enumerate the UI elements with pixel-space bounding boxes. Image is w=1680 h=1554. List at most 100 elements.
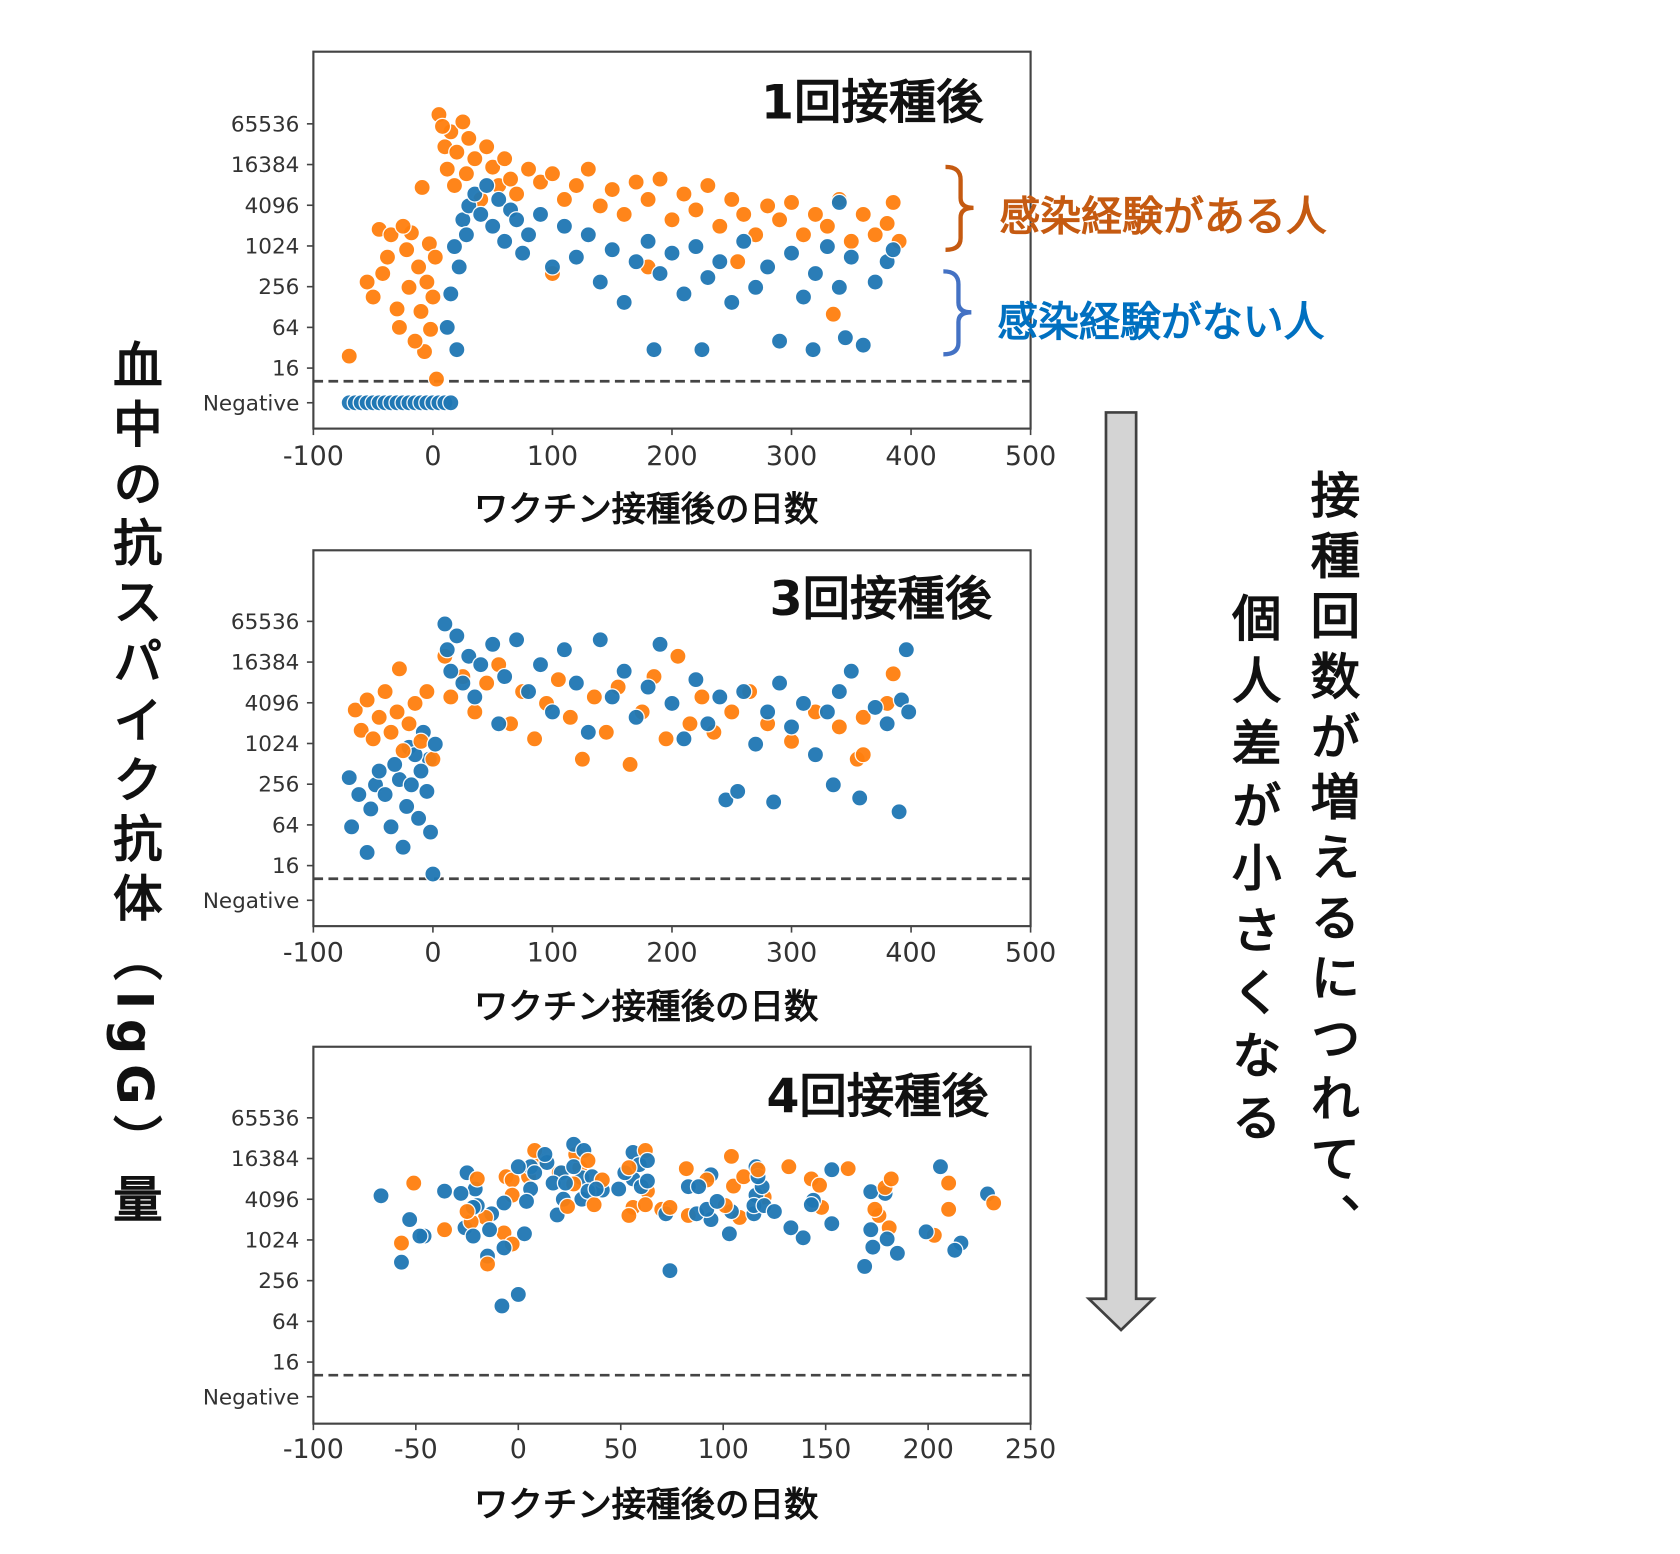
infected-point <box>657 730 675 748</box>
uninfected-point <box>866 273 884 291</box>
y-tick-label: 64 <box>272 1310 299 1335</box>
infected-point <box>466 703 484 721</box>
uninfected-point <box>454 674 472 692</box>
infected-point <box>711 217 729 235</box>
uninfected-point <box>794 694 813 713</box>
uninfected-point <box>392 1253 411 1271</box>
trend-text-line2: 個人差が小さくなる <box>1224 592 1283 1155</box>
uninfected-point <box>663 694 681 713</box>
infected-point <box>397 241 416 259</box>
infected-point <box>884 665 902 683</box>
infected-point <box>374 264 392 283</box>
uninfected-point <box>804 340 822 359</box>
infected-brace-icon <box>945 164 974 252</box>
infected-point <box>591 197 609 215</box>
infected-point <box>627 173 645 191</box>
infected-point <box>677 1159 696 1178</box>
infected-point <box>882 1170 900 1188</box>
uninfected-point <box>342 818 361 836</box>
uninfected-point <box>884 241 902 259</box>
uninfected-point <box>411 1227 429 1245</box>
uninfected-point <box>645 340 663 359</box>
y-tick-label: Negative <box>203 1385 300 1410</box>
uninfected-point <box>442 662 460 680</box>
uninfected-point <box>472 205 490 224</box>
panel-1-dose: 1回接種後 ワクチン接種後の日数 65536 16384 4096 1024 256 64… <box>203 50 1056 530</box>
uninfected-point <box>397 797 416 816</box>
panel-title: 3回接種後 <box>770 572 993 627</box>
uninfected-point <box>638 1172 657 1190</box>
x-tick-label: 100 <box>698 1434 749 1465</box>
uninfected-point <box>435 1182 454 1200</box>
uninfected-point <box>409 809 428 828</box>
uninfected-point <box>402 776 421 794</box>
x-tick-label: 100 <box>527 441 578 472</box>
infected-point <box>984 1194 1003 1212</box>
infected-point <box>675 185 693 203</box>
uninfected-point <box>864 1238 882 1256</box>
uninfected-point <box>854 336 872 354</box>
uninfected-point <box>477 176 496 195</box>
infected-point <box>412 302 430 321</box>
infected-point <box>734 205 753 224</box>
uninfected-point <box>717 791 735 809</box>
infected-point <box>561 708 580 727</box>
infected-point <box>507 185 526 203</box>
uninfected-point <box>418 782 436 801</box>
uninfected-point <box>615 293 633 312</box>
uninfected-point <box>615 662 633 680</box>
plot-frame <box>312 1045 1032 1425</box>
y-tick-label: 16 <box>272 357 299 382</box>
uninfected-point <box>836 328 855 347</box>
uninfected-point <box>567 674 586 692</box>
y-axis-label: 血中の抗スパイク抗体（IgG）量 <box>105 339 164 1233</box>
uninfected-point <box>728 782 747 801</box>
uninfected-point <box>507 631 526 649</box>
infected-point <box>405 1174 423 1192</box>
uninfected-point <box>687 237 705 256</box>
down-arrow-icon <box>1085 411 1157 1332</box>
uninfected-point <box>370 762 388 780</box>
uninfected-point <box>436 615 454 633</box>
uninfected-point <box>770 674 789 692</box>
uninfected-point <box>567 248 586 266</box>
uninfected-point <box>376 785 394 804</box>
uninfected-point <box>878 1230 896 1248</box>
uninfected-point <box>480 1220 499 1239</box>
uninfected-point <box>591 273 609 291</box>
uninfected-point <box>711 688 729 706</box>
uninfected-point <box>764 793 783 811</box>
uninfected-point <box>746 278 765 297</box>
x-tick-label: 300 <box>766 938 817 969</box>
y-tick-label: 4096 <box>245 691 300 716</box>
infected-point <box>378 248 397 266</box>
infected-point <box>358 691 376 709</box>
uninfected-point <box>823 1161 841 1179</box>
infected-point <box>438 160 456 178</box>
uninfected-point <box>495 232 514 251</box>
uninfected-point <box>466 688 484 706</box>
y-tick-label: 1024 <box>245 235 300 260</box>
infected-point <box>466 150 484 168</box>
uninfected-point <box>638 1151 657 1170</box>
uninfected-point <box>556 1174 575 1192</box>
uninfected-point <box>350 785 368 804</box>
infected-point <box>445 176 464 195</box>
uninfected-point <box>689 1177 708 1196</box>
uninfected-point <box>878 715 896 733</box>
infected-point <box>806 205 825 224</box>
uninfected-point <box>661 1261 679 1280</box>
x-axis-label: ワクチン接種後の日数 <box>474 490 819 530</box>
uninfected-point <box>495 667 514 686</box>
uninfected-point <box>675 730 693 748</box>
uninfected-point <box>830 682 849 701</box>
infected-point <box>427 370 446 388</box>
uninfected-point <box>513 244 532 262</box>
infected-point <box>780 1157 798 1176</box>
infected-point <box>585 688 604 706</box>
infected-point <box>483 158 502 176</box>
infected-point <box>639 190 657 209</box>
uninfected-point <box>438 640 456 659</box>
